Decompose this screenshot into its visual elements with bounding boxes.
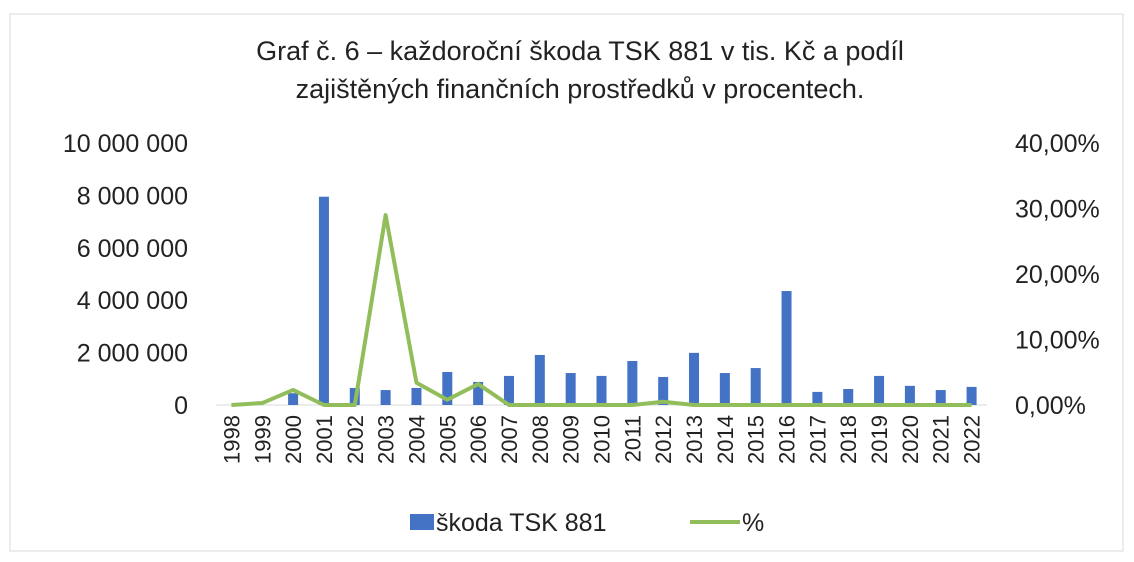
bar <box>442 371 453 405</box>
x-tick-label: 2012 <box>651 415 676 464</box>
bar <box>534 354 545 405</box>
bar <box>966 386 977 405</box>
x-tick-label: 2016 <box>775 415 800 464</box>
bar <box>689 352 700 405</box>
x-tick-label: 2010 <box>590 415 615 464</box>
y2-tick-label: 40,00% <box>1015 130 1100 158</box>
bar <box>473 381 484 405</box>
bar <box>874 375 885 405</box>
x-tick-label: 2009 <box>559 415 584 464</box>
legend-label: % <box>742 509 764 537</box>
x-tick-label: 2003 <box>374 415 399 464</box>
x-tick-label: 2011 <box>620 415 645 462</box>
legend-label: škoda TSK 881 <box>436 509 606 537</box>
x-tick-label: 2006 <box>466 415 491 464</box>
y-tick-label: 10 000 000 <box>63 130 188 158</box>
bar <box>904 385 915 405</box>
bar <box>812 391 823 405</box>
chart-title: Graf č. 6 – každoroční škoda TSK 881 v t… <box>256 36 904 66</box>
x-tick-label: 2007 <box>497 415 522 464</box>
y2-tick-label: 30,00% <box>1015 196 1100 224</box>
x-tick-label: 1998 <box>219 415 244 464</box>
x-tick-label: 2021 <box>929 415 954 464</box>
x-tick-label: 2014 <box>713 415 738 464</box>
x-tick-label: 2008 <box>528 415 553 464</box>
x-tick-label: 2022 <box>960 415 985 464</box>
bar <box>411 387 422 405</box>
y2-tick-label: 10,00% <box>1015 327 1100 355</box>
chart-border <box>9 13 1124 552</box>
x-tick-label: 2005 <box>435 415 460 464</box>
bar <box>750 368 761 405</box>
bar <box>658 376 669 405</box>
bar <box>380 390 391 405</box>
bar <box>318 196 329 405</box>
bar <box>596 375 607 405</box>
x-tick-label: 2002 <box>343 415 368 464</box>
x-tick-label: 2019 <box>867 415 892 464</box>
x-tick-label: 2017 <box>805 415 830 464</box>
bar <box>935 390 946 405</box>
bar <box>843 389 854 405</box>
y-tick-label: 0 <box>174 392 188 420</box>
bar <box>781 291 792 405</box>
legend-swatch <box>410 514 434 530</box>
x-tick-label: 2020 <box>898 415 923 464</box>
x-tick-label: 2013 <box>682 415 707 464</box>
bar <box>503 375 514 405</box>
y-tick-label: 8 000 000 <box>77 182 188 210</box>
x-tick-label: 2004 <box>404 415 429 464</box>
chart-title: zajištěných finančních prostředků v proc… <box>296 74 865 104</box>
x-tick-label: 2000 <box>281 415 306 464</box>
x-tick-label: 1999 <box>250 415 275 464</box>
x-tick-label: 2018 <box>836 415 861 464</box>
y-tick-label: 6 000 000 <box>77 235 188 263</box>
x-tick-label: 2001 <box>312 415 337 464</box>
bar <box>565 373 576 405</box>
y2-tick-label: 20,00% <box>1015 261 1100 289</box>
bar <box>719 373 730 405</box>
line <box>231 213 972 407</box>
y2-tick-label: 0,00% <box>1015 392 1086 420</box>
x-tick-label: 2015 <box>744 415 769 464</box>
bar <box>288 393 299 405</box>
y-tick-label: 4 000 000 <box>77 287 188 315</box>
bar <box>627 360 638 405</box>
y-tick-label: 2 000 000 <box>77 340 188 368</box>
